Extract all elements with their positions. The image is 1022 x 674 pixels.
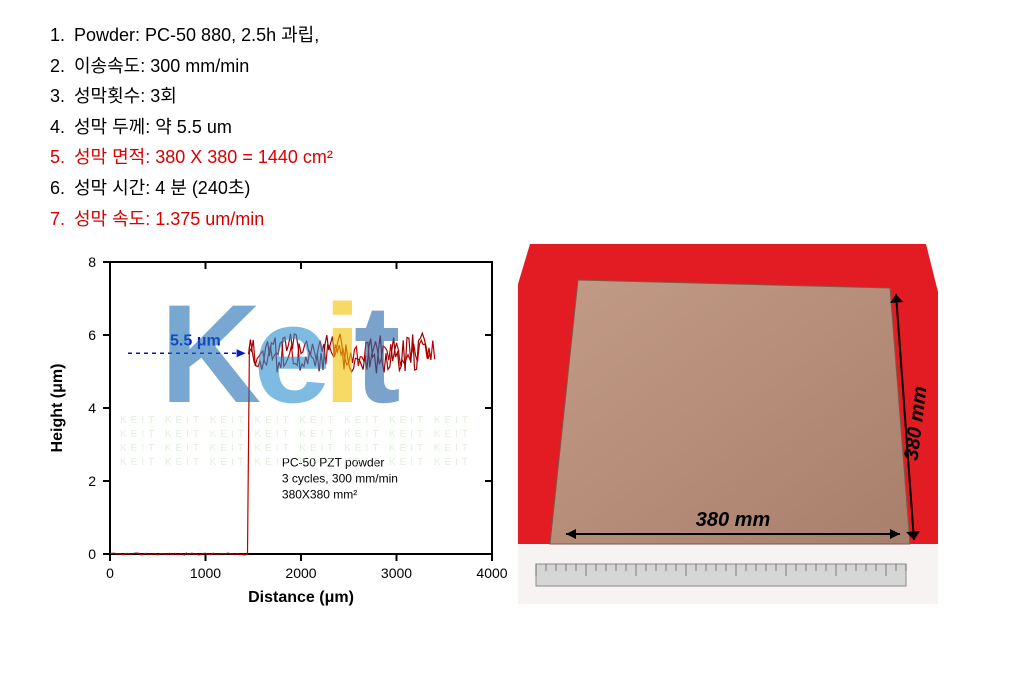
param-item: 성막 시간: 4 분 (240초) [70,173,982,204]
svg-text:2: 2 [88,473,96,489]
height-profile-chart: 0 1000 2000 3000 4000 0 2 4 6 8 Distance (μm) Heigh… [40,244,510,614]
svg-text:0: 0 [106,565,114,581]
param-item: 성막횟수: 3회 [70,81,982,112]
svg-text:1000: 1000 [190,565,221,581]
svg-text:0: 0 [88,546,96,562]
svg-text:4000: 4000 [476,565,507,581]
param-text: 이송속도: 300 mm/min [74,56,249,76]
param-text: 성막횟수: 3회 [74,86,177,106]
svg-text:2000: 2000 [285,565,316,581]
svg-text:PC-50 PZT powder: PC-50 PZT powder [282,456,385,470]
param-text: 성막 면적: 380 X 380 = 1440 cm² [74,147,333,167]
param-item: 성막 두께: 약 5.5 um [70,112,982,143]
svg-text:3 cycles, 300 mm/min: 3 cycles, 300 mm/min [282,472,398,486]
svg-text:8: 8 [88,254,96,270]
svg-text:380X380 mm²: 380X380 mm² [282,488,357,502]
param-text: 성막 시간: 4 분 (240초) [74,178,250,198]
param-item: 성막 속도: 1.375 um/min [70,204,982,235]
svg-text:5.5 μm: 5.5 μm [170,332,221,349]
param-text: Powder: PC-50 880, 2.5h 과립, [74,25,319,45]
height-profile-svg: 0 1000 2000 3000 4000 0 2 4 6 8 Distance (μm) Heigh… [40,244,510,614]
svg-text:380 mm: 380 mm [696,509,771,531]
param-text: 성막 속도: 1.375 um/min [74,209,264,229]
sample-photo: 380 mm380 mm [518,244,938,604]
param-item: 성막 면적: 380 X 380 = 1440 cm² [70,142,982,173]
param-text: 성막 두께: 약 5.5 um [74,117,232,137]
param-item: Powder: PC-50 880, 2.5h 과립, [70,20,982,51]
param-item: 이송속도: 300 mm/min [70,51,982,82]
sample-svg: 380 mm380 mm [518,244,938,604]
svg-text:6: 6 [88,327,96,343]
svg-text:Height (μm): Height (μm) [49,364,66,453]
parameter-list: Powder: PC-50 880, 2.5h 과립, 이송속도: 300 mm… [40,20,982,234]
svg-text:3000: 3000 [381,565,412,581]
figure-row: 0 1000 2000 3000 4000 0 2 4 6 8 Distance (μm) Heigh… [40,244,982,614]
svg-text:4: 4 [88,400,96,416]
svg-text:Distance (μm): Distance (μm) [248,589,354,606]
